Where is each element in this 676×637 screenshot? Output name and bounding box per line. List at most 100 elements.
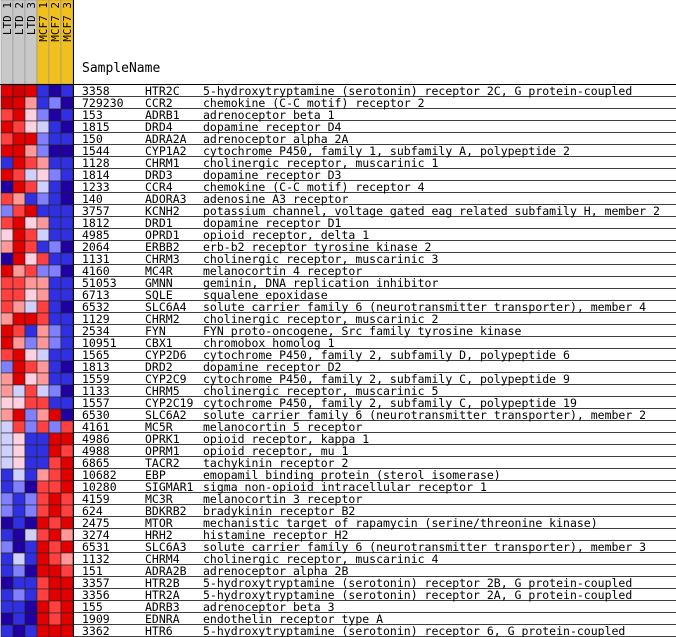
heatmap-cell [0, 276, 14, 290]
heatmap-cell [36, 624, 50, 637]
heatmap-cell [60, 528, 74, 542]
heatmap-cell [24, 144, 38, 158]
gene-id: 1128 [82, 156, 110, 170]
heatmap-cell [24, 156, 38, 170]
heatmap-cell [0, 504, 14, 518]
heatmap-cell [24, 240, 38, 254]
gene-description: cytochrome P450, family 2, subfamily C, … [203, 396, 577, 410]
gene-description: adrenoceptor beta 1 [203, 108, 335, 122]
heatmap-cell [60, 192, 74, 206]
heatmap-cell [60, 564, 74, 578]
heatmap-cell [24, 96, 38, 110]
heatmap-cell [0, 168, 14, 182]
heatmap-cell [12, 480, 26, 494]
heatmap-cell [36, 228, 50, 242]
gene-description: FYN proto-oncogene, Src family tyrosine … [203, 324, 522, 338]
gene-symbol: ADRB3 [145, 600, 180, 614]
heatmap-cell [0, 204, 14, 218]
heatmap-cell [0, 444, 14, 458]
gene-symbol: CBX1 [145, 336, 173, 350]
heatmap-cell [12, 288, 26, 302]
heatmap-cell [48, 408, 62, 422]
heatmap-cell [24, 120, 38, 134]
heatmap-cell [0, 132, 14, 146]
gene-symbol: GMNN [145, 276, 173, 290]
heatmap-cell [24, 420, 38, 434]
gene-id: 3274 [82, 528, 110, 542]
heatmap-cell [24, 192, 38, 206]
heatmap-cell [60, 360, 74, 374]
gene-id: 6865 [82, 456, 110, 470]
gene-id: 1815 [82, 120, 110, 134]
heatmap-cell [24, 372, 38, 386]
heatmap-cell [12, 96, 26, 110]
gene-description: cytochrome P450, family 2, subfamily C, … [203, 372, 570, 386]
heatmap-cell [12, 180, 26, 194]
heatmap-cell [36, 180, 50, 194]
heatmap-cell [48, 264, 62, 278]
heatmap-cell [60, 156, 74, 170]
gene-id: 4986 [82, 432, 110, 446]
heatmap-cell [0, 288, 14, 302]
heatmap-cell [36, 300, 50, 314]
gene-description: cholinergic receptor, muscarinic 3 [203, 252, 438, 266]
gene-description: chromobox homolog 1 [203, 336, 335, 350]
heatmap-cell [0, 240, 14, 254]
gene-symbol: HTR6 [145, 624, 173, 637]
heatmap-cell [36, 396, 50, 410]
gene-symbol: ADRB1 [145, 108, 180, 122]
gene-id: 624 [82, 504, 103, 518]
gene-id: 4159 [82, 492, 110, 506]
heatmap-cell [12, 120, 26, 134]
heatmap-cell [48, 276, 62, 290]
heatmap-cell [36, 240, 50, 254]
heatmap-cell [12, 540, 26, 554]
heatmap-cell [60, 312, 74, 326]
heatmap-cell [0, 588, 14, 602]
heatmap-cell [36, 312, 50, 326]
heatmap-cell [60, 372, 74, 386]
heatmap-cell [48, 144, 62, 158]
heatmap-cell [0, 216, 14, 230]
heatmap-cell [24, 468, 38, 482]
gene-symbol: MTOR [145, 516, 173, 530]
heatmap-cell [60, 540, 74, 554]
heatmap-cell [60, 216, 74, 230]
gene-id: 1565 [82, 348, 110, 362]
heatmap-cell [0, 192, 14, 206]
gene-id: 140 [82, 192, 103, 206]
heatmap-cell [12, 552, 26, 566]
heatmap-cell [12, 144, 26, 158]
heatmap-cell [48, 456, 62, 470]
gene-description: cholinergic receptor, muscarinic 4 [203, 552, 438, 566]
heatmap-cell [48, 444, 62, 458]
heatmap-cell [36, 156, 50, 170]
heatmap-cell [36, 612, 50, 626]
heatmap-cell [60, 240, 74, 254]
gene-id: 6532 [82, 300, 110, 314]
gene-symbol: CYP1A2 [145, 144, 187, 158]
heatmap-cell [0, 564, 14, 578]
gene-description: mechanistic target of rapamycin (serine/… [203, 516, 598, 530]
heatmap-cell [0, 624, 14, 637]
gene-symbol: OPRM1 [145, 444, 180, 458]
column-label: LTD_3 [25, 2, 38, 35]
heatmap-cell [60, 492, 74, 506]
gene-id: 4988 [82, 444, 110, 458]
heatmap-cell [48, 576, 62, 590]
heatmap-cell [0, 312, 14, 326]
heatmap-cell [24, 600, 38, 614]
gene-symbol: CHRM4 [145, 552, 180, 566]
heatmap-cell [24, 204, 38, 218]
heatmap-cell [12, 528, 26, 542]
heatmap-cell [48, 132, 62, 146]
heatmap-cell [12, 204, 26, 218]
heatmap-cell [36, 96, 50, 110]
heatmap-cell [0, 408, 14, 422]
heatmap-cell [48, 300, 62, 314]
gene-id: 2064 [82, 240, 110, 254]
heatmap-cell [48, 552, 62, 566]
heatmap-cell [24, 252, 38, 266]
heatmap-cell [12, 384, 26, 398]
